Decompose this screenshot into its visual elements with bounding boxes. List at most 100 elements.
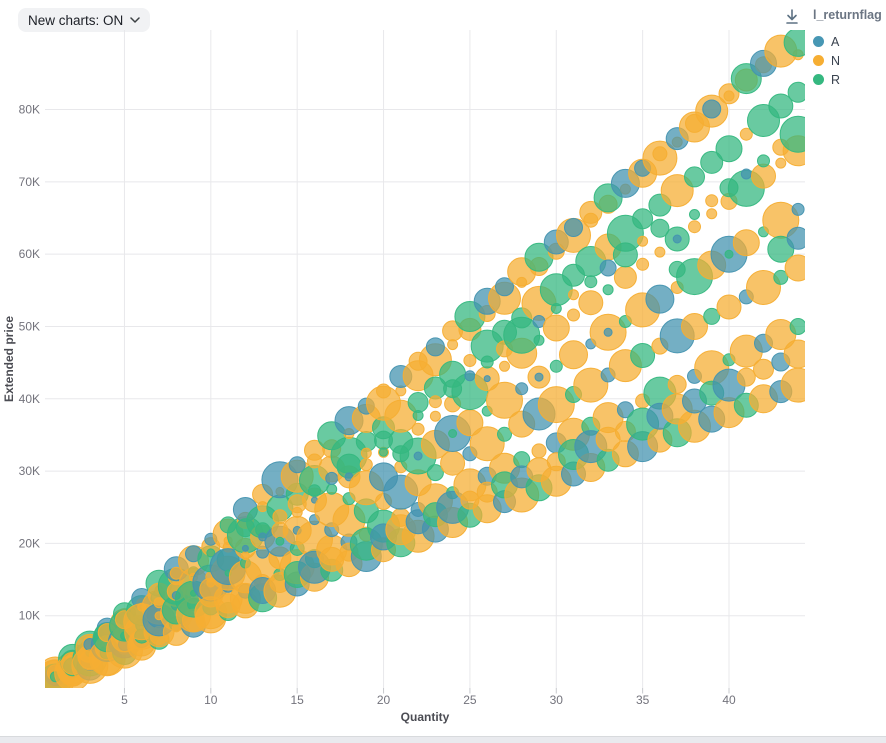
bubble[interactable] xyxy=(360,447,372,459)
bubble[interactable] xyxy=(703,307,721,325)
bubble[interactable] xyxy=(650,218,670,238)
bubble[interactable] xyxy=(706,208,718,220)
bubble[interactable] xyxy=(171,623,181,633)
bubble[interactable] xyxy=(791,202,805,216)
bubble[interactable] xyxy=(787,81,808,103)
bubble[interactable] xyxy=(789,318,806,335)
bubble[interactable] xyxy=(412,410,424,421)
bubble[interactable] xyxy=(463,354,477,367)
bubble[interactable] xyxy=(480,355,494,369)
bubble[interactable] xyxy=(616,401,634,419)
bubble[interactable] xyxy=(773,269,789,285)
bubble[interactable] xyxy=(700,150,724,174)
bubble[interactable] xyxy=(578,290,604,316)
bubble[interactable] xyxy=(689,209,700,220)
bubble[interactable] xyxy=(775,157,787,169)
bubble[interactable] xyxy=(637,235,649,247)
bubble[interactable] xyxy=(534,372,544,382)
bubble[interactable] xyxy=(715,135,743,163)
bubble[interactable] xyxy=(645,284,675,314)
bubble[interactable] xyxy=(702,99,722,119)
bubble[interactable] xyxy=(425,337,445,357)
bubble[interactable] xyxy=(783,339,812,369)
bubble[interactable] xyxy=(630,343,656,368)
bubble[interactable] xyxy=(751,163,776,189)
bubble[interactable] xyxy=(241,544,249,552)
bubble[interactable] xyxy=(684,166,705,188)
bubble[interactable] xyxy=(429,410,441,422)
bubble[interactable] xyxy=(486,381,523,419)
bubble[interactable] xyxy=(413,451,423,461)
bubble[interactable] xyxy=(613,265,637,289)
bubble[interactable] xyxy=(724,249,734,259)
bubble[interactable] xyxy=(325,471,339,485)
bubble[interactable] xyxy=(464,370,476,382)
bubble[interactable] xyxy=(288,456,306,474)
bubble[interactable] xyxy=(573,367,609,403)
bubble[interactable] xyxy=(542,314,570,342)
bubble[interactable] xyxy=(275,536,285,546)
bubble[interactable] xyxy=(376,383,391,399)
bubble[interactable] xyxy=(497,426,512,442)
bubble[interactable] xyxy=(603,327,613,337)
bubble[interactable] xyxy=(660,174,694,208)
bubble[interactable] xyxy=(705,194,719,208)
bubble[interactable] xyxy=(550,303,562,314)
bubble[interactable] xyxy=(513,451,531,469)
bubble[interactable] xyxy=(767,235,795,263)
bubble[interactable] xyxy=(732,229,760,257)
bubble[interactable] xyxy=(308,484,321,498)
bubble[interactable] xyxy=(448,429,458,438)
bubble[interactable] xyxy=(407,392,429,413)
bubble[interactable] xyxy=(779,115,816,153)
bubble[interactable] xyxy=(499,360,510,372)
new-charts-toggle[interactable]: New charts: ON xyxy=(18,8,151,32)
bubble[interactable] xyxy=(654,246,666,258)
bubble[interactable] xyxy=(672,234,682,244)
bubble[interactable] xyxy=(483,375,491,383)
bubble[interactable] xyxy=(780,367,815,403)
bubble[interactable] xyxy=(757,154,770,168)
bubble[interactable] xyxy=(469,426,505,462)
bubble[interactable] xyxy=(579,200,603,224)
bubble[interactable] xyxy=(612,242,638,268)
bubble[interactable] xyxy=(688,220,701,234)
bubble[interactable] xyxy=(533,334,545,346)
bubble[interactable] xyxy=(768,93,794,119)
bubble[interactable] xyxy=(739,127,753,141)
bubble[interactable] xyxy=(636,257,650,271)
bubble[interactable] xyxy=(379,447,388,457)
bubble[interactable] xyxy=(716,294,742,320)
bubble[interactable] xyxy=(746,270,781,305)
bubble[interactable] xyxy=(599,259,617,277)
bubble[interactable] xyxy=(567,308,580,322)
bubble[interactable] xyxy=(428,395,442,409)
bubble[interactable] xyxy=(495,277,514,297)
bubble[interactable] xyxy=(602,284,614,296)
bubble[interactable] xyxy=(559,340,588,370)
bubble[interactable] xyxy=(359,458,373,472)
bubble[interactable] xyxy=(531,443,547,459)
bubble[interactable] xyxy=(326,483,338,495)
bubble[interactable] xyxy=(736,367,756,387)
bubble[interactable] xyxy=(564,218,583,237)
bubble[interactable] xyxy=(718,83,740,105)
bubble[interactable] xyxy=(568,289,579,301)
bubble[interactable] xyxy=(584,275,598,289)
bubble[interactable] xyxy=(206,548,216,558)
bubble[interactable] xyxy=(783,28,812,57)
bubble[interactable] xyxy=(667,374,687,394)
bubble[interactable] xyxy=(549,359,563,373)
download-button[interactable] xyxy=(780,5,804,29)
bubble[interactable] xyxy=(784,254,811,282)
bubble[interactable] xyxy=(411,422,425,436)
bubble[interactable] xyxy=(753,358,774,380)
bubble[interactable] xyxy=(652,146,668,162)
bubble[interactable] xyxy=(681,313,708,340)
bubble[interactable] xyxy=(786,226,809,250)
bubble[interactable] xyxy=(740,168,752,180)
bubble[interactable] xyxy=(515,382,529,396)
bubble[interactable] xyxy=(426,464,444,482)
bubble[interactable] xyxy=(632,208,654,230)
bubble[interactable] xyxy=(272,509,288,525)
